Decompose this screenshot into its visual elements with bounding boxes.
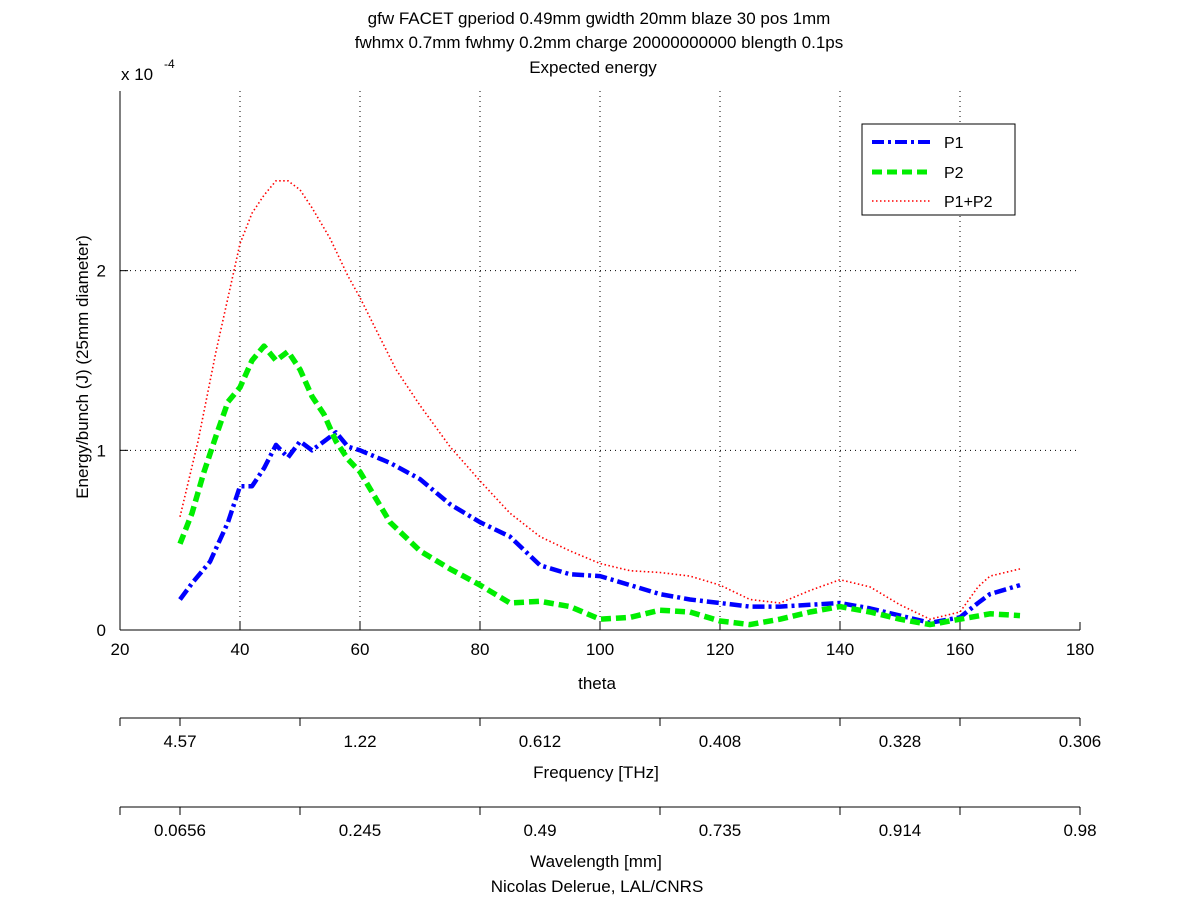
series-line-3 [179,180,1021,621]
x-tick-label: 140 [826,640,854,659]
legend: P1 P2 P1+P2 [861,123,1016,216]
secondary-tick-label: 0.245 [339,821,382,840]
plot-axes: 20 40 60 80 100 120 140 160 180 0 1 2 [97,91,1094,659]
y-tick-label: 0 [97,621,106,640]
legend-label-p1: P1 [944,135,964,152]
secondary-tick-label: 0.408 [699,732,742,751]
chart-title-line-2: fwhmx 0.7mm fwhmy 0.2mm charge 200000000… [355,33,844,52]
legend-label-p1p2: P1+P2 [944,194,993,211]
secondary-tick-label: 1.22 [343,732,376,751]
secondary-axes: 4.57 1.22 0.612 0.408 0.328 0.306 0.0656 0.245 0… [119,717,1102,840]
x-tick-label: 20 [111,640,130,659]
y-multiplier-base: x 10 [121,65,153,84]
x-tick-label: 80 [471,640,490,659]
y-axis-label: Energy/bunch (J) (25mm diameter) [73,235,92,499]
series-lines [177,180,1021,628]
secondary-tick-label: 0.328 [879,732,922,751]
secondary-tick-label: 0.49 [523,821,556,840]
chart-title-line-3: Expected energy [529,58,657,77]
secondary-tick-label: 0.98 [1063,821,1096,840]
secondary-tick-label: 0.306 [1059,732,1102,751]
x-tick-label: 60 [351,640,370,659]
x-tick-label: 120 [706,640,734,659]
author-credit: Nicolas Delerue, LAL/CNRS [491,877,704,896]
wavelength-axis-label: Wavelength [mm] [530,852,662,871]
secondary-tick-label: 0.0656 [154,821,206,840]
secondary-tick-label: 0.612 [519,732,562,751]
legend-label-p2: P2 [944,165,964,182]
x-axis-label: theta [578,674,616,693]
grid-lines [120,91,1080,630]
y-multiplier-exponent: -4 [164,57,175,71]
y-tick-label: 2 [97,262,106,281]
y-tick-label: 1 [97,441,106,460]
series-line-2 [177,343,1021,628]
secondary-tick-label: 0.914 [879,821,922,840]
secondary-tick-label: 0.735 [699,821,742,840]
secondary-tick-label: 4.57 [163,732,196,751]
x-tick-label: 160 [946,640,974,659]
x-tick-label: 100 [586,640,614,659]
x-tick-label: 40 [231,640,250,659]
x-tick-label: 180 [1066,640,1094,659]
series-line-1 [178,430,1021,626]
frequency-axis-label: Frequency [THz] [533,763,659,782]
chart-title-line-1: gfw FACET gperiod 0.49mm gwidth 20mm bla… [368,9,831,28]
